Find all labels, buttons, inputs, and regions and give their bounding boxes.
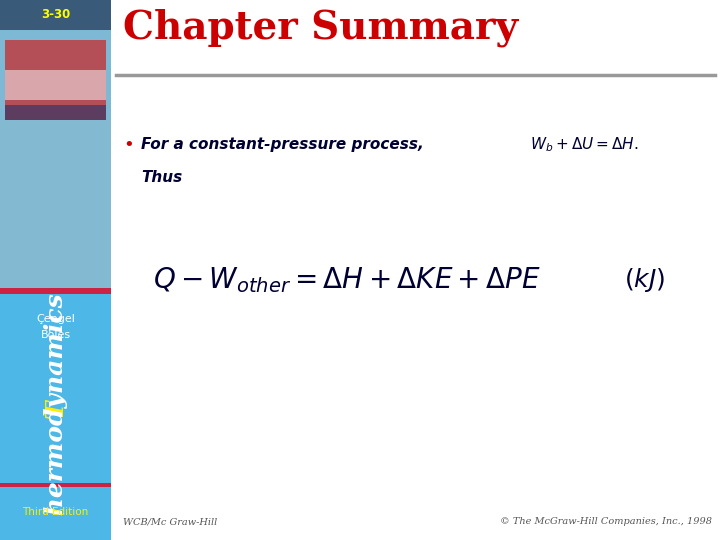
Bar (0, 0, 111, 288)
Bar (5, 105, 106, 120)
Text: Boles: Boles (40, 330, 71, 340)
Text: $(kJ)$: $(kJ)$ (624, 266, 665, 294)
Text: © The McGraw-Hill Companies, Inc., 1998: © The McGraw-Hill Companies, Inc., 1998 (500, 517, 712, 526)
Text: hermodynamics: hermodynamics (43, 294, 68, 524)
Bar (0, 487, 111, 540)
Text: Chapter Summary: Chapter Summary (123, 9, 518, 47)
Text: •: • (123, 136, 134, 154)
Text: Third Edition: Third Edition (22, 507, 89, 517)
Bar (0, 120, 111, 288)
Text: $Q - W_{other} = \Delta H + \Delta KE + \Delta PE$: $Q - W_{other} = \Delta H + \Delta KE + … (153, 265, 541, 295)
Bar (0, 288, 111, 294)
Text: For a constant-pressure process,: For a constant-pressure process, (141, 138, 424, 152)
Text: 3-30: 3-30 (41, 8, 70, 21)
Bar (0, 483, 111, 487)
Text: Çengel: Çengel (36, 314, 75, 324)
Text: $W_b + \Delta U = \Delta H.$: $W_b + \Delta U = \Delta H.$ (530, 136, 639, 154)
Bar (5, 40, 106, 120)
Bar (0, 0, 111, 30)
Text: Thus: Thus (141, 170, 182, 185)
Text: WCB/Mc Graw-Hill: WCB/Mc Graw-Hill (123, 517, 217, 526)
Bar (0, 288, 111, 490)
Text: T: T (43, 400, 68, 419)
Bar (5, 70, 106, 100)
